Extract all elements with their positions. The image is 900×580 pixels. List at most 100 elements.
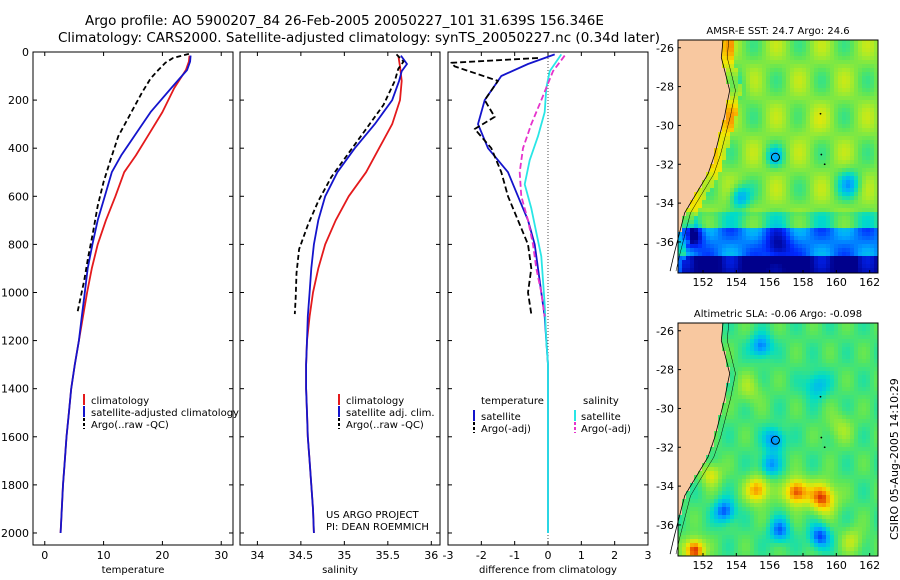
difference-xtick-label: -2 <box>476 549 487 562</box>
sst_map-ytick-label: -34 <box>656 197 674 210</box>
salinity-legend-label: satellite adj. clim. <box>346 408 435 419</box>
temperature-legend-label: climatology <box>91 396 149 407</box>
sla_map-xtick-label: 158 <box>793 559 814 572</box>
annotation-line1: US ARGO PROJECT <box>326 510 420 521</box>
temperature-legend-label: satellite-adjusted climatology <box>91 408 239 419</box>
difference-series-argo-adj-salinity- <box>518 55 566 317</box>
ytick-label: 0 <box>22 46 29 59</box>
sla_map-xtick-label: 162 <box>859 559 880 572</box>
sla_map-island-dot <box>819 395 822 398</box>
sla_map-ytick-label: -32 <box>656 441 674 454</box>
panel-temperature: 0 10 20 30 0 200 400 600 800 1000 1200 1400 1600 1800… <box>1 46 234 576</box>
panel-salinity: 34 34.5 35 35.5 36 salinity <box>239 51 441 576</box>
sst_map-profile-marker <box>770 152 780 162</box>
sst_map-xtick-label: 154 <box>726 276 747 289</box>
sst_map-ytick-label: -30 <box>656 119 674 132</box>
sla_map-ytick-label: -36 <box>656 519 674 532</box>
difference-xtick-label: -1 <box>509 549 520 562</box>
sst_map-xtick-label: 158 <box>793 276 814 289</box>
salinity-series-satellite-adj-clim- <box>305 55 408 534</box>
sst_map-ytick-label: -28 <box>656 81 674 94</box>
salinity-legend-label: climatology <box>346 396 404 407</box>
temperature-xtick-label: 30 <box>214 549 228 562</box>
difference-xtick-label: 0 <box>545 549 552 562</box>
difference-legend-label: Argo(-adj) <box>581 424 631 435</box>
difference-legend: temperature salinitysatelliteArgo(-adj)sa… <box>473 396 631 435</box>
difference-series-satellite-salinity- <box>523 53 563 533</box>
figure-title-line1: Argo profile: AO 5900207_84 26-Feb-2005 … <box>85 13 604 29</box>
sst_map-cells <box>678 40 879 274</box>
salinity-xtick-label: 34.5 <box>289 549 314 562</box>
salinity-legend-label: Argo(..raw -QC) <box>346 420 424 431</box>
sla_map-ytick-label: -34 <box>656 480 674 493</box>
sla_map-frame <box>677 322 879 557</box>
sst_map-shelf-line <box>675 39 736 272</box>
temperature-xtick-label: 0 <box>41 549 48 562</box>
credit-stamp: CSIRO 05-Aug-2005 14:10:29 <box>888 378 900 540</box>
annotation-line2: PI: DEAN ROEMMICH <box>326 522 429 533</box>
sst_map-coastline <box>669 39 731 272</box>
sla_map-xtick-label: 152 <box>693 559 714 572</box>
sla_map-island-dot <box>820 436 823 439</box>
panel-difference: -3 -2 -1 0 1 2 3 difference from climatology <box>443 51 652 576</box>
difference-legend-label: satellite <box>581 412 621 423</box>
difference-series-argo-adj-temperature- <box>450 57 539 315</box>
sst_map-island-dot <box>820 153 823 156</box>
figure-title-line2: Climatology: CARS2000. Satellite-adjuste… <box>58 30 661 46</box>
sla_map-xtick-label: 156 <box>759 559 780 572</box>
map-sla_map: 152 154 156 158 160 162 -26 -28 -30 -32 -34 -36 Alti… <box>656 309 880 572</box>
sla_map-island-dot <box>823 446 826 449</box>
sla_map-cells <box>678 323 879 557</box>
temperature-xtick-label: 20 <box>155 549 169 562</box>
sla_map-ytick-label: -30 <box>656 402 674 415</box>
map-sst_map: 152 154 156 158 160 162 -26 -28 -30 -32 -34 -36 AMSR… <box>656 26 880 289</box>
sst_map-ytick-label: -36 <box>656 236 674 249</box>
sla_map-ytick-label: -26 <box>656 325 674 338</box>
ytick-label: 1600 <box>1 431 29 444</box>
legend-title-temperature: temperature <box>481 396 544 407</box>
temperature-xlabel: temperature <box>102 565 165 576</box>
ytick-label: 2000 <box>1 527 29 540</box>
ytick-label: 200 <box>8 94 29 107</box>
sst_map-island-dot <box>819 112 822 115</box>
salinity-frame <box>239 51 441 546</box>
sla_map-title: Altimetric SLA: -0.06 Argo: -0.098 <box>694 309 862 320</box>
salinity-xtick-label: 36 <box>424 549 438 562</box>
sst_map-island-dot <box>823 163 826 166</box>
salinity-xtick-label: 34 <box>250 549 264 562</box>
sst_map-xtick-label: 156 <box>759 276 780 289</box>
ytick-label: 1800 <box>1 479 29 492</box>
difference-xtick-label: 3 <box>645 549 652 562</box>
ytick-label: 400 <box>8 142 29 155</box>
difference-xtick-label: 2 <box>611 549 618 562</box>
legend-title-salinity: salinity <box>583 396 619 407</box>
difference-xtick-label: 1 <box>578 549 585 562</box>
salinity-xtick-label: 35 <box>337 549 351 562</box>
sst_map-frame <box>677 39 879 274</box>
ytick-label: 800 <box>8 238 29 251</box>
sla_map-coastline <box>669 322 731 555</box>
salinity-xlabel: salinity <box>322 565 358 576</box>
sla_map-ytick-label: -28 <box>656 364 674 377</box>
temperature-xtick-label: 10 <box>97 549 111 562</box>
sst_map-xtick-label: 160 <box>826 276 847 289</box>
sst_map-title: AMSR-E SST: 24.7 Argo: 24.6 <box>706 26 849 37</box>
sla_map-xtick-label: 160 <box>826 559 847 572</box>
difference-xlabel: difference from climatology <box>479 565 617 576</box>
ytick-label: 1200 <box>1 335 29 348</box>
difference-legend-label: Argo(-adj) <box>481 424 531 435</box>
difference-xtick-label: -3 <box>443 549 454 562</box>
temperature-series-satellite-adjusted-climatology <box>59 55 192 534</box>
ytick-label: 1000 <box>1 286 29 299</box>
sst_map-xtick-label: 152 <box>693 276 714 289</box>
sla_map-shelf-line <box>675 322 736 555</box>
sst_map-ytick-label: -32 <box>656 158 674 171</box>
difference-legend-label: satellite <box>481 412 521 423</box>
ytick-label: 600 <box>8 190 29 203</box>
temperature-series-argo-raw-qc- <box>76 53 190 315</box>
sst_map-ytick-label: -26 <box>656 42 674 55</box>
